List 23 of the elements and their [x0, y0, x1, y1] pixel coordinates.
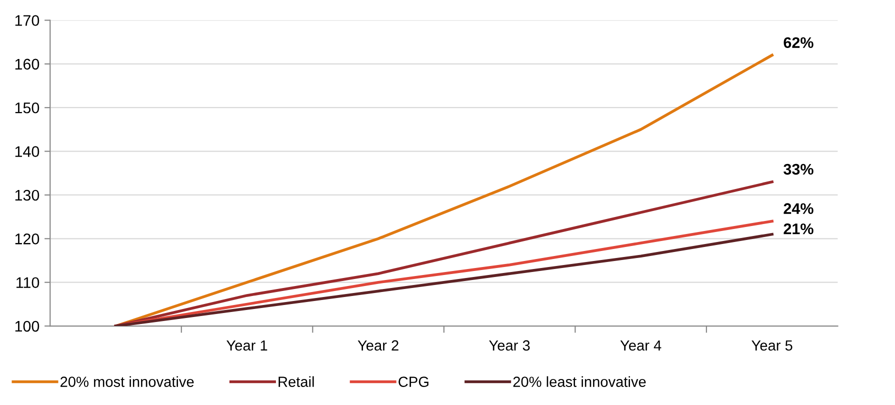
annotation: 24% — [784, 203, 814, 214]
x-tick-label: Year 1 — [226, 340, 268, 351]
y-tick-label: 100 — [15, 320, 40, 332]
line-series — [114, 180, 774, 326]
y-tick-label: 170 — [15, 15, 40, 26]
y-tick-label: 150 — [15, 102, 40, 114]
annotation: 62% — [784, 37, 814, 48]
x-tick-label: Year 5 — [752, 340, 792, 351]
y-tick-label: 120 — [15, 234, 40, 244]
legend-label: Retail — [278, 376, 314, 387]
x-tick-label: Year 4 — [620, 340, 662, 351]
legend-label: CPG — [398, 376, 428, 387]
y-tick-label: 140 — [15, 146, 40, 157]
line-series — [114, 54, 774, 326]
y-tick-label: 160 — [15, 58, 40, 70]
annotation: 33% — [784, 164, 814, 175]
x-tick-label: Year 2 — [358, 340, 398, 351]
x-tick-label: Year 3 — [489, 340, 530, 351]
legend-label: 20% least innovative — [513, 376, 646, 387]
y-tick-label: 110 — [16, 277, 40, 288]
annotation: 21% — [784, 223, 814, 234]
legend-label: 20% most innovative — [60, 376, 194, 387]
y-tick-label: 130 — [15, 190, 40, 201]
